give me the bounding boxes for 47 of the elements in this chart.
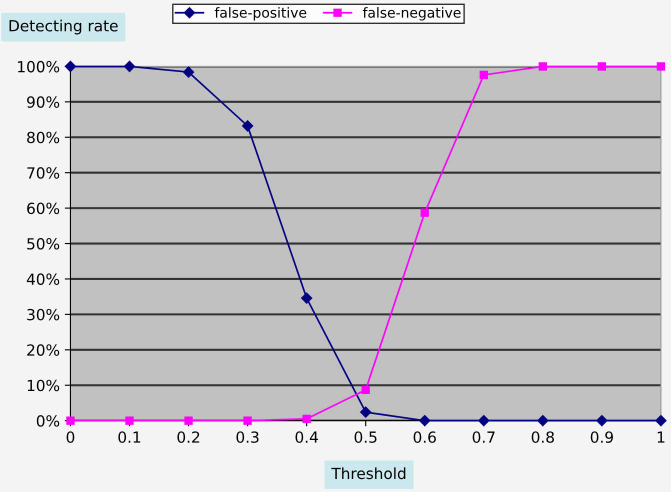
point — [124, 60, 136, 72]
point — [480, 70, 488, 80]
x-axis-title: Threshold — [331, 467, 406, 480]
point — [596, 415, 608, 426]
y-tick-label: 100% — [18, 60, 60, 72]
y-tick-label: 50% — [27, 238, 60, 250]
x-tick-label: 0.3 — [236, 431, 259, 443]
y-tick-label: 20% — [27, 344, 60, 356]
point — [478, 415, 490, 426]
legend-label: false-positive — [214, 7, 306, 21]
x-tick-label: 0.2 — [177, 431, 200, 443]
legend-label: false-negative — [362, 7, 461, 21]
point — [64, 60, 76, 72]
y-tick-label: 0% — [36, 415, 60, 427]
point — [656, 62, 666, 71]
y-tick-label: 80% — [27, 132, 60, 144]
x-tick-label: 0.1 — [118, 431, 140, 443]
point — [360, 406, 372, 418]
point — [420, 208, 429, 217]
x-tick-label: 0.7 — [472, 431, 495, 443]
point — [302, 414, 311, 424]
x-tick-label: 1 — [658, 432, 664, 443]
point — [655, 415, 667, 426]
point — [362, 386, 370, 394]
point — [301, 292, 312, 304]
y-tick-label: 40% — [26, 273, 60, 285]
point — [538, 62, 548, 71]
x-tick-label: 0.4 — [296, 431, 318, 443]
point — [184, 416, 193, 425]
y-tick-label: 90% — [27, 96, 60, 108]
x-tick-label: 0.6 — [414, 431, 436, 443]
point — [419, 415, 430, 426]
y-axis-title: Detecting rate — [10, 20, 118, 34]
point — [537, 415, 548, 426]
y-tick-label: 60% — [27, 202, 60, 214]
x-tick-label: 0.8 — [532, 431, 554, 443]
point — [243, 416, 252, 425]
point — [182, 66, 194, 78]
y-tick-label: 70% — [27, 167, 60, 179]
y-tick-label: 30% — [27, 308, 60, 320]
point — [125, 416, 134, 425]
x-tick-label: 0 — [66, 431, 74, 443]
point — [242, 120, 254, 132]
x-tick-label: 0.5 — [354, 431, 377, 443]
point — [598, 62, 606, 71]
y-tick-label: 10% — [28, 380, 60, 392]
x-tick-label: 0.9 — [590, 431, 613, 443]
